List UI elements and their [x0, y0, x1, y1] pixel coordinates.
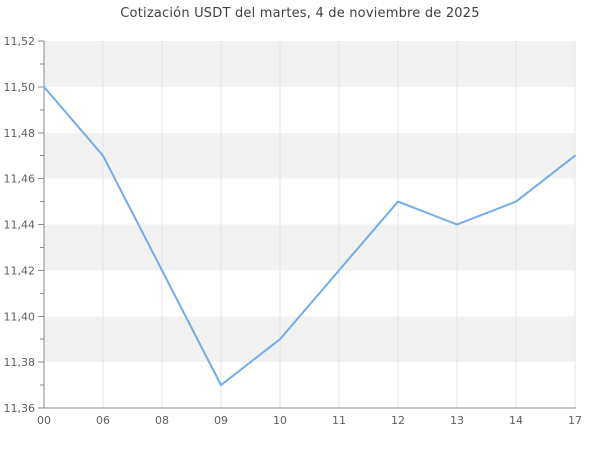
alternate-band — [44, 224, 575, 271]
x-tick-label: 12 — [391, 414, 405, 427]
x-tick-label: 06 — [96, 414, 110, 427]
y-tick-label: 11,36 — [4, 402, 36, 415]
x-tick-label: 11 — [332, 414, 346, 427]
y-tick-label: 11,38 — [4, 356, 36, 369]
x-tick-label: 14 — [509, 414, 523, 427]
alternate-band — [44, 41, 575, 87]
y-tick-label: 11,50 — [4, 81, 36, 94]
y-tick-label: 11,42 — [4, 264, 36, 277]
y-tick-label: 11,40 — [4, 310, 36, 323]
alternate-band — [44, 316, 575, 363]
y-tick-label: 11,52 — [4, 35, 36, 48]
chart-title: Cotización USDT del martes, 4 de noviemb… — [120, 6, 480, 21]
price-line — [43, 85, 576, 387]
y-tick-label: 11,46 — [4, 173, 36, 186]
x-tick-label: 09 — [214, 414, 228, 427]
y-tick-label: 11,44 — [4, 219, 36, 232]
x-tick-label: 10 — [273, 414, 287, 427]
y-tick-label: 11,48 — [4, 127, 36, 140]
alternate-band — [44, 132, 575, 179]
x-tick-label: 08 — [155, 414, 169, 427]
x-tick-label: 00 — [37, 414, 51, 427]
x-tick-label: 17 — [568, 414, 582, 427]
x-tick-label: 13 — [450, 414, 464, 427]
